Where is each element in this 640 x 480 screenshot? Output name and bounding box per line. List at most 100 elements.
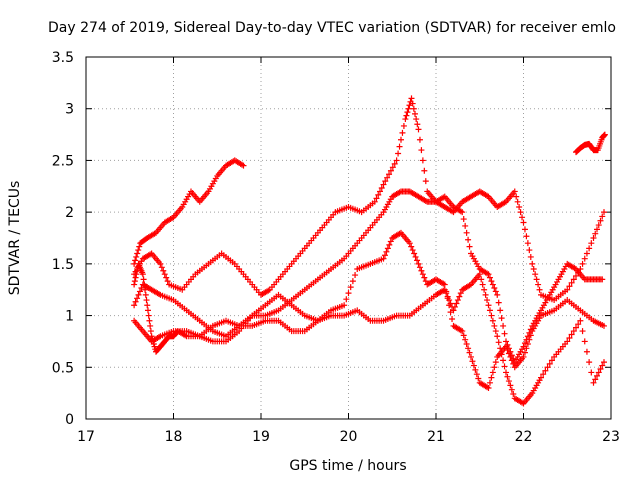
data-point xyxy=(352,272,359,279)
data-point xyxy=(568,331,575,338)
data-point xyxy=(594,372,600,379)
data-point xyxy=(371,198,378,205)
y-tick-label: 3 xyxy=(65,102,74,118)
data-point xyxy=(520,353,527,360)
data-point xyxy=(510,391,517,398)
data-point xyxy=(579,328,586,335)
data-point xyxy=(508,357,515,364)
data-point xyxy=(468,353,474,360)
data-point xyxy=(500,357,507,364)
x-tick-label: 22 xyxy=(515,429,533,445)
data-point xyxy=(588,240,595,247)
data-point xyxy=(145,312,152,319)
data-point xyxy=(566,283,573,290)
data-point xyxy=(516,203,523,210)
data-point xyxy=(415,260,422,267)
data-point xyxy=(575,269,582,276)
data-point xyxy=(579,260,586,267)
data-point xyxy=(459,328,466,335)
data-point xyxy=(570,328,577,335)
data-point xyxy=(447,300,454,307)
y-tick-label: 3.5 xyxy=(52,50,74,66)
data-point xyxy=(341,302,348,309)
data-point xyxy=(489,317,496,324)
x-tick-label: 20 xyxy=(340,429,358,445)
data-point xyxy=(140,276,147,283)
data-point xyxy=(134,295,141,302)
data-point xyxy=(403,112,410,119)
data-point xyxy=(413,116,420,123)
data-point xyxy=(240,162,247,169)
data-point xyxy=(163,274,170,281)
data-point xyxy=(503,338,509,345)
data-point xyxy=(533,276,540,283)
data-point xyxy=(443,290,450,297)
data-point xyxy=(141,281,148,288)
y-tick-label: 2.5 xyxy=(52,153,74,169)
grid xyxy=(86,57,611,419)
data-point xyxy=(475,375,482,382)
data-point xyxy=(495,299,502,306)
data-point xyxy=(599,213,606,220)
plot-frame xyxy=(85,56,612,420)
data-point xyxy=(135,291,142,298)
data-point xyxy=(583,250,590,257)
data-point xyxy=(402,116,409,123)
data-point xyxy=(144,302,151,309)
data-point xyxy=(416,136,423,143)
data-point xyxy=(486,379,493,386)
data-point xyxy=(404,109,411,116)
data-point xyxy=(491,322,498,329)
data-point xyxy=(375,191,382,198)
data-point xyxy=(473,371,480,378)
data-point xyxy=(538,374,544,381)
data-point xyxy=(521,226,528,233)
data-point xyxy=(463,341,470,348)
data-point xyxy=(478,276,485,283)
data-point xyxy=(377,188,383,195)
data-point xyxy=(503,343,509,350)
data-point xyxy=(386,241,393,248)
data-point xyxy=(504,347,511,354)
data-point xyxy=(415,126,422,133)
data-point xyxy=(476,271,483,278)
data-point xyxy=(505,350,512,357)
x-axis-label: GPS time / hours xyxy=(289,458,406,474)
data-point xyxy=(527,253,534,260)
data-point xyxy=(412,110,418,117)
data-point xyxy=(520,219,527,226)
data-point xyxy=(486,274,493,281)
data-point xyxy=(564,286,571,293)
data-point xyxy=(601,131,608,138)
series-track-5 xyxy=(131,260,607,407)
data-point xyxy=(524,240,531,247)
data-point xyxy=(131,302,138,309)
data-point xyxy=(466,349,473,356)
data-point xyxy=(441,286,448,293)
data-point xyxy=(577,266,584,273)
data-point xyxy=(142,291,149,298)
data-point xyxy=(573,324,579,331)
data-point xyxy=(472,366,479,373)
data-point xyxy=(418,147,425,154)
x-tick-label: 19 xyxy=(252,429,270,445)
data-point xyxy=(409,100,416,107)
data-point xyxy=(396,143,403,150)
data-point xyxy=(492,359,499,366)
data-point xyxy=(446,297,453,304)
data-point xyxy=(492,288,499,295)
data-point xyxy=(139,271,146,278)
data-point xyxy=(505,378,512,385)
data-point xyxy=(497,345,504,352)
data-point xyxy=(411,250,418,257)
y-axis-label: SDTVAR / TECUs xyxy=(7,181,23,296)
data-point xyxy=(146,317,153,324)
data-point xyxy=(143,297,150,304)
data-point xyxy=(566,334,573,341)
data-point xyxy=(601,322,607,329)
data-point xyxy=(601,359,607,366)
data-point xyxy=(523,345,530,352)
data-point xyxy=(586,245,593,252)
data-point xyxy=(419,157,426,164)
